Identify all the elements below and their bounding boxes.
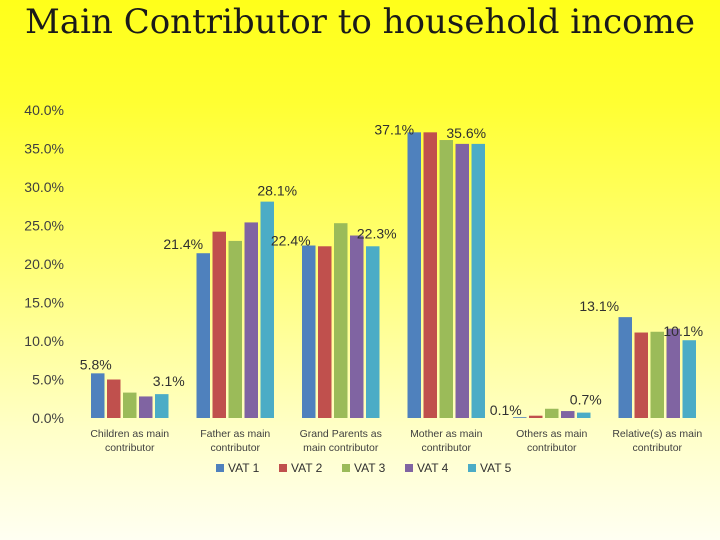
data-label: 10.1%	[663, 323, 703, 339]
y-tick-label: 15.0%	[24, 295, 64, 311]
bar	[666, 328, 680, 418]
data-label: 37.1%	[374, 121, 414, 137]
bar	[212, 231, 226, 418]
category-label: Father as main	[200, 428, 270, 440]
data-label: 5.8%	[80, 356, 112, 372]
legend: VAT 1 VAT 2 VAT 3 VAT 4 VAT 5	[216, 461, 512, 475]
legend-label: VAT 1	[228, 461, 260, 475]
category-label: Grand Parents as	[300, 428, 382, 440]
bar	[650, 331, 664, 418]
category-label: Relative(s) as main	[612, 428, 702, 440]
data-label: 3.1%	[153, 373, 185, 389]
category-label: contributor	[632, 442, 682, 454]
bar	[407, 132, 421, 418]
data-label: 13.1%	[579, 298, 619, 314]
y-tick-label: 5.0%	[32, 372, 64, 388]
legend-swatch	[405, 464, 413, 472]
bar	[334, 223, 348, 418]
legend-swatch	[342, 464, 350, 472]
bar	[228, 240, 242, 418]
y-tick-label: 10.0%	[24, 333, 64, 349]
bar	[244, 222, 258, 418]
bar	[513, 417, 527, 418]
y-tick-label: 0.0%	[32, 410, 64, 426]
bar	[260, 201, 274, 418]
bar	[366, 246, 380, 418]
legend-swatch	[468, 464, 476, 472]
bar	[196, 253, 210, 418]
legend-label: VAT 2	[291, 461, 323, 475]
x-axis: Children as main contributor Father as mai…	[90, 428, 702, 454]
bar	[302, 245, 316, 418]
category-label: contributor	[210, 442, 260, 454]
category-label: contributor	[421, 442, 471, 454]
category-label: contributor	[527, 442, 577, 454]
data-label: 21.4%	[163, 236, 203, 252]
data-labels: 5.8% 3.1% 21.4% 28.1% 22.4% 22.3% 37.1% 35.6% 0.…	[80, 121, 703, 418]
bar	[682, 340, 696, 418]
chart-title: Main Contributor to household income	[25, 2, 695, 42]
bar	[107, 379, 121, 418]
bar	[529, 415, 543, 418]
y-tick-label: 35.0%	[24, 141, 64, 157]
data-label: 22.3%	[357, 225, 397, 241]
legend-swatch	[279, 464, 287, 472]
bar	[545, 408, 559, 418]
y-tick-label: 20.0%	[24, 256, 64, 272]
bar	[577, 412, 591, 418]
bar	[423, 132, 437, 418]
data-label: 22.4%	[271, 233, 311, 249]
data-label: 35.6%	[446, 125, 486, 141]
bar	[439, 140, 453, 418]
bar	[139, 396, 153, 418]
bar	[318, 246, 332, 418]
legend-label: VAT 3	[354, 461, 386, 475]
y-tick-label: 25.0%	[24, 218, 64, 234]
category-label: Mother as main	[410, 428, 483, 440]
bar	[350, 235, 364, 418]
bars	[91, 132, 696, 418]
bar	[155, 394, 169, 418]
data-label: 0.7%	[570, 392, 602, 408]
data-label: 0.1%	[490, 402, 522, 418]
bar	[618, 317, 632, 418]
legend-label: VAT 4	[417, 461, 449, 475]
bar	[123, 392, 137, 418]
y-tick-label: 30.0%	[24, 179, 64, 195]
y-axis: 0.0% 5.0% 10.0% 15.0% 20.0% 25.0% 30.0% 35.0% 40…	[24, 102, 64, 426]
bar	[91, 373, 105, 418]
bar	[634, 332, 648, 418]
data-label: 28.1%	[257, 183, 297, 199]
category-label: contributor	[105, 442, 155, 454]
category-label: main contributor	[303, 442, 379, 454]
bar	[455, 143, 469, 418]
category-label: Children as main	[90, 428, 169, 440]
legend-label: VAT 5	[480, 461, 512, 475]
bar	[471, 143, 485, 418]
y-tick-label: 40.0%	[24, 102, 64, 118]
category-label: Others as main	[516, 428, 587, 440]
bar	[561, 411, 575, 418]
legend-swatch	[216, 464, 224, 472]
